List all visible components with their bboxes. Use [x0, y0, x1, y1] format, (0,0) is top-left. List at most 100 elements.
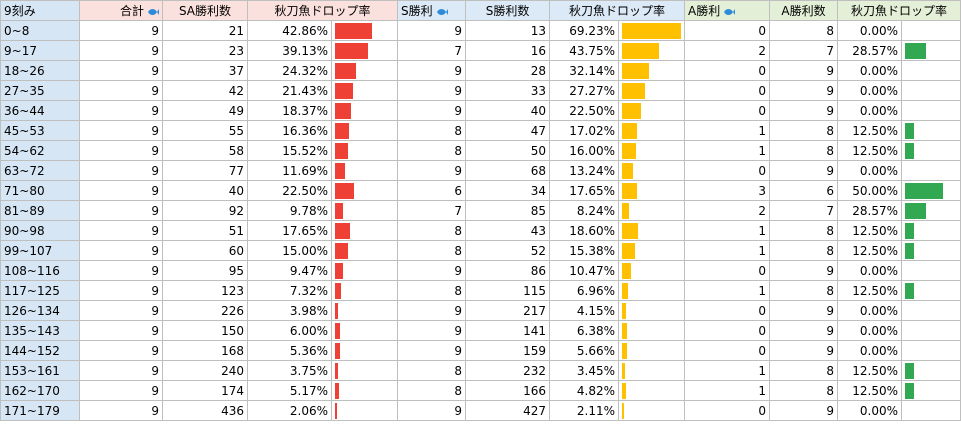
sa-rate-cell[interactable]: 9.47%	[247, 260, 332, 281]
sa-rate-cell[interactable]: 39.13%	[247, 40, 332, 61]
sa-wins-cell[interactable]: 49	[162, 100, 248, 121]
sa-wins-cell[interactable]: 60	[162, 240, 248, 261]
range-cell[interactable]: 54~62	[0, 140, 80, 161]
s-win-cell[interactable]: 9	[397, 320, 467, 341]
s-bar-cell[interactable]	[618, 100, 686, 121]
total-cell[interactable]: 9	[79, 40, 163, 61]
a-wins-cell[interactable]: 9	[769, 300, 839, 321]
a-bar-cell[interactable]	[901, 140, 961, 161]
sa-wins-cell[interactable]: 95	[162, 260, 248, 281]
s-rate-cell[interactable]: 16.00%	[549, 140, 620, 161]
a-wins-cell[interactable]: 8	[769, 280, 839, 301]
sa-wins-cell[interactable]: 92	[162, 200, 248, 221]
a-bar-cell[interactable]	[901, 240, 961, 261]
a-rate-cell[interactable]: 0.00%	[837, 160, 903, 181]
s-wins-cell[interactable]: 33	[465, 80, 551, 101]
a-win-cell[interactable]: 0	[684, 320, 771, 341]
s-rate-cell[interactable]: 4.15%	[549, 300, 620, 321]
sa-wins-cell[interactable]: 23	[162, 40, 248, 61]
header-s-wins[interactable]: S勝利数	[465, 0, 551, 21]
a-win-cell[interactable]: 0	[684, 60, 771, 81]
total-cell[interactable]: 9	[79, 260, 163, 281]
sa-bar-cell[interactable]	[330, 240, 399, 261]
s-win-cell[interactable]: 9	[397, 340, 467, 361]
a-win-cell[interactable]: 1	[684, 140, 771, 161]
a-win-cell[interactable]: 0	[684, 400, 771, 421]
a-win-cell[interactable]: 1	[684, 120, 771, 141]
a-wins-cell[interactable]: 9	[769, 160, 839, 181]
a-bar-cell[interactable]	[901, 120, 961, 141]
s-rate-cell[interactable]: 18.60%	[549, 220, 620, 241]
header-range[interactable]: 9刻み	[0, 0, 80, 21]
a-win-cell[interactable]: 0	[684, 100, 771, 121]
sa-wins-cell[interactable]: 150	[162, 320, 248, 341]
s-wins-cell[interactable]: 159	[465, 340, 551, 361]
a-wins-cell[interactable]: 8	[769, 360, 839, 381]
sa-wins-cell[interactable]: 37	[162, 60, 248, 81]
s-bar-cell[interactable]	[618, 120, 686, 141]
s-win-cell[interactable]: 9	[397, 20, 467, 41]
range-cell[interactable]: 81~89	[0, 200, 80, 221]
s-bar-cell[interactable]	[618, 140, 686, 161]
s-wins-cell[interactable]: 13	[465, 20, 551, 41]
s-win-cell[interactable]: 8	[397, 380, 467, 401]
range-cell[interactable]: 126~134	[0, 300, 80, 321]
a-bar-cell[interactable]	[901, 200, 961, 221]
a-rate-cell[interactable]: 12.50%	[837, 240, 903, 261]
total-cell[interactable]: 9	[79, 400, 163, 421]
s-win-cell[interactable]: 8	[397, 360, 467, 381]
total-cell[interactable]: 9	[79, 340, 163, 361]
s-bar-cell[interactable]	[618, 60, 686, 81]
a-rate-cell[interactable]: 0.00%	[837, 80, 903, 101]
total-cell[interactable]: 9	[79, 180, 163, 201]
total-cell[interactable]: 9	[79, 200, 163, 221]
s-win-cell[interactable]: 9	[397, 260, 467, 281]
a-wins-cell[interactable]: 8	[769, 220, 839, 241]
s-win-cell[interactable]: 9	[397, 300, 467, 321]
sa-bar-cell[interactable]	[330, 60, 399, 81]
a-bar-cell[interactable]	[901, 380, 961, 401]
a-win-cell[interactable]: 2	[684, 40, 771, 61]
a-win-cell[interactable]: 1	[684, 360, 771, 381]
s-win-cell[interactable]: 8	[397, 120, 467, 141]
a-rate-cell[interactable]: 0.00%	[837, 300, 903, 321]
sa-rate-cell[interactable]: 9.78%	[247, 200, 332, 221]
total-cell[interactable]: 9	[79, 320, 163, 341]
a-bar-cell[interactable]	[901, 100, 961, 121]
s-bar-cell[interactable]	[618, 300, 686, 321]
s-bar-cell[interactable]	[618, 380, 686, 401]
sa-wins-cell[interactable]: 168	[162, 340, 248, 361]
a-wins-cell[interactable]: 9	[769, 320, 839, 341]
s-wins-cell[interactable]: 86	[465, 260, 551, 281]
s-wins-cell[interactable]: 166	[465, 380, 551, 401]
s-bar-cell[interactable]	[618, 20, 686, 41]
a-win-cell[interactable]: 2	[684, 200, 771, 221]
sa-wins-cell[interactable]: 40	[162, 180, 248, 201]
sa-bar-cell[interactable]	[330, 160, 399, 181]
sa-rate-cell[interactable]: 3.75%	[247, 360, 332, 381]
a-bar-cell[interactable]	[901, 160, 961, 181]
a-bar-cell[interactable]	[901, 320, 961, 341]
sa-bar-cell[interactable]	[330, 140, 399, 161]
sa-bar-cell[interactable]	[330, 280, 399, 301]
sa-bar-cell[interactable]	[330, 220, 399, 241]
s-bar-cell[interactable]	[618, 40, 686, 61]
a-rate-cell[interactable]: 50.00%	[837, 180, 903, 201]
sa-bar-cell[interactable]	[330, 300, 399, 321]
s-win-cell[interactable]: 9	[397, 60, 467, 81]
s-rate-cell[interactable]: 4.82%	[549, 380, 620, 401]
sa-rate-cell[interactable]: 6.00%	[247, 320, 332, 341]
total-cell[interactable]: 9	[79, 280, 163, 301]
s-win-cell[interactable]: 9	[397, 160, 467, 181]
header-s-drop[interactable]: 秋刀魚ドロップ率	[549, 0, 686, 21]
a-wins-cell[interactable]: 8	[769, 120, 839, 141]
total-cell[interactable]: 9	[79, 140, 163, 161]
sa-rate-cell[interactable]: 15.52%	[247, 140, 332, 161]
a-win-cell[interactable]: 0	[684, 80, 771, 101]
range-cell[interactable]: 9~17	[0, 40, 80, 61]
range-cell[interactable]: 99~107	[0, 240, 80, 261]
range-cell[interactable]: 18~26	[0, 60, 80, 81]
total-cell[interactable]: 9	[79, 220, 163, 241]
a-bar-cell[interactable]	[901, 80, 961, 101]
sa-bar-cell[interactable]	[330, 80, 399, 101]
